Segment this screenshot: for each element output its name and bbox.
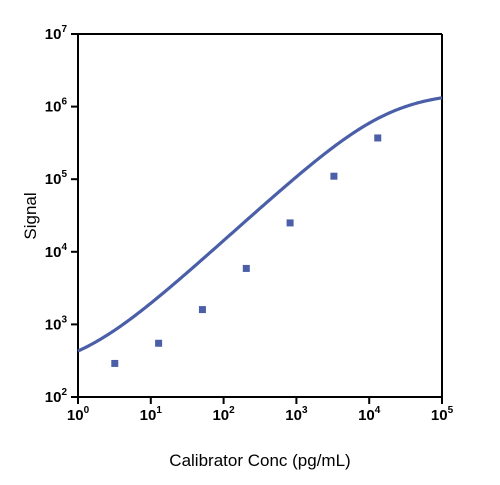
data-point <box>198 306 206 314</box>
y-tick-label: 104 <box>45 242 68 261</box>
y-axis-ticks: 102 103 104 105 106 107 <box>45 24 78 406</box>
data-point <box>330 172 338 180</box>
fit-curve <box>77 96 443 353</box>
y-tick-label: 102 <box>45 387 68 406</box>
y-tick-label: 107 <box>45 24 68 43</box>
x-tick-label: 105 <box>431 405 454 424</box>
x-axis-title: Calibrator Conc (pg/mL) <box>169 451 350 470</box>
x-tick-label: 101 <box>140 405 163 424</box>
plot-frame <box>77 33 443 398</box>
x-tick-label: 100 <box>67 405 90 424</box>
x-tick-label: 102 <box>212 405 235 424</box>
x-tick-label: 103 <box>285 405 308 424</box>
data-point <box>374 134 382 142</box>
y-axis-title: Signal <box>21 192 40 239</box>
data-point <box>155 339 163 347</box>
data-point <box>286 219 294 227</box>
data-points-layer <box>111 134 382 367</box>
y-tick-label: 103 <box>45 314 68 333</box>
data-point <box>111 359 119 367</box>
fit-curve-layer <box>77 96 443 353</box>
x-tick-label: 104 <box>358 405 381 424</box>
data-point <box>242 264 250 272</box>
x-axis-ticks: 100 101 102 103 104 105 <box>67 397 454 424</box>
y-tick-label: 105 <box>45 169 68 188</box>
y-tick-label: 106 <box>45 97 68 116</box>
